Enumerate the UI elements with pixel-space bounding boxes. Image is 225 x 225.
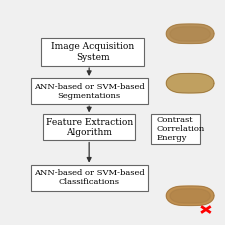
FancyBboxPatch shape: [151, 115, 200, 144]
Text: ANN-based or SVM-based
Classifications: ANN-based or SVM-based Classifications: [34, 169, 144, 186]
Text: Image Acquisition
System: Image Acquisition System: [51, 43, 134, 62]
Polygon shape: [166, 24, 214, 43]
Polygon shape: [166, 74, 214, 93]
Polygon shape: [166, 186, 214, 205]
Polygon shape: [170, 27, 210, 41]
FancyBboxPatch shape: [31, 165, 148, 191]
Text: Feature Extraction
Algorithm: Feature Extraction Algorithm: [45, 118, 133, 137]
Text: Contrast
Correlation
Energy: Contrast Correlation Energy: [156, 116, 205, 142]
Text: ANN-based or SVM-based
Segmentations: ANN-based or SVM-based Segmentations: [34, 83, 144, 100]
FancyBboxPatch shape: [41, 38, 144, 66]
Polygon shape: [170, 189, 210, 203]
FancyBboxPatch shape: [31, 78, 148, 104]
FancyBboxPatch shape: [43, 115, 135, 140]
